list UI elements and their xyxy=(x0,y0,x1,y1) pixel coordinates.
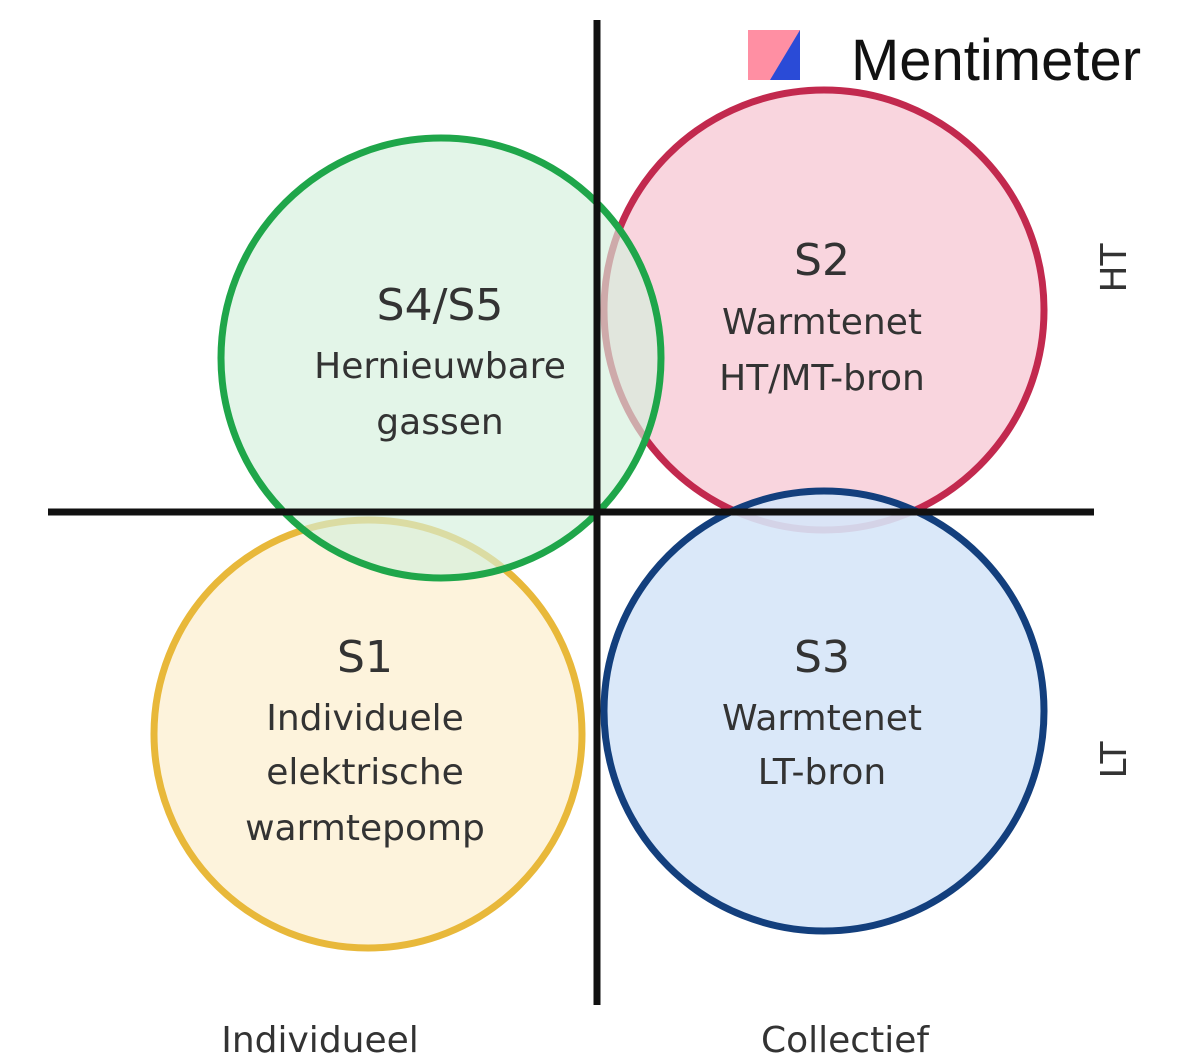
label: Warmtenet xyxy=(722,302,922,343)
label: Individuele xyxy=(266,698,464,739)
label: HT/MT-bron xyxy=(719,358,925,399)
label: Hernieuwbare xyxy=(314,346,566,387)
label: Warmtenet xyxy=(722,698,922,739)
logo-icon xyxy=(748,30,800,80)
circle-s4 xyxy=(217,134,665,582)
label: elektrische xyxy=(266,752,464,793)
circle-s3 xyxy=(600,487,1048,935)
label: LT-bron xyxy=(758,752,886,793)
y-label: HT xyxy=(1094,242,1135,292)
label: S2 xyxy=(794,235,850,286)
label: warmtepomp xyxy=(245,808,485,849)
y-label: LT xyxy=(1094,740,1135,778)
label: S3 xyxy=(794,632,850,683)
x-label: Collectief xyxy=(761,1020,930,1059)
brand: Mentimeter xyxy=(851,28,1141,93)
label: S4/S5 xyxy=(377,280,504,331)
label: gassen xyxy=(376,402,503,443)
x-label: Individueel xyxy=(221,1020,419,1059)
label: S1 xyxy=(337,632,393,683)
